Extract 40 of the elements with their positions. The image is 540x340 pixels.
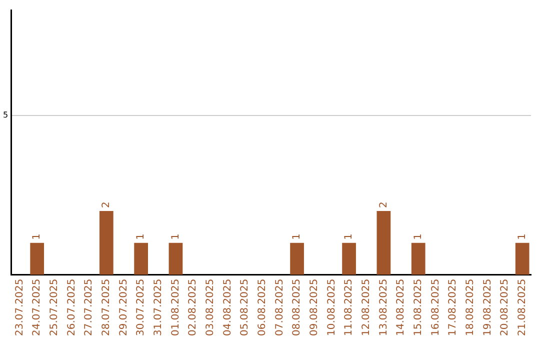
x-tick-label: 13.08.2025 xyxy=(378,278,390,336)
data-label: 2 xyxy=(378,202,390,208)
x-tick-label: 02.08.2025 xyxy=(188,278,199,336)
x-tick-label: 25.07.2025 xyxy=(49,278,60,336)
x-tick-label: 29.07.2025 xyxy=(118,278,130,336)
x-tick-label: 05.08.2025 xyxy=(240,278,251,336)
x-tick-label: 14.08.2025 xyxy=(396,278,407,336)
x-tick-label: 18.08.2025 xyxy=(464,278,476,336)
x-tick-label: 30.07.2025 xyxy=(136,278,147,336)
data-label: 1 xyxy=(32,233,43,240)
x-tick-label: 08.08.2025 xyxy=(292,278,303,336)
data-label: 1 xyxy=(344,233,355,240)
x-tick-label: 12.08.2025 xyxy=(360,278,372,336)
x-tick-label: 06.08.2025 xyxy=(256,278,268,336)
x-tick-label: 07.08.2025 xyxy=(274,278,286,336)
x-tick-label: 26.07.2025 xyxy=(66,278,78,336)
y-tick-label: 5 xyxy=(2,110,8,120)
x-tick-label: 21.08.2025 xyxy=(516,278,528,336)
data-label: 1 xyxy=(412,233,424,240)
x-tick-label: 04.08.2025 xyxy=(222,278,234,336)
x-tick-label: 15.08.2025 xyxy=(412,278,424,336)
x-tick-label: 11.08.2025 xyxy=(344,278,355,336)
data-label: 2 xyxy=(101,202,112,208)
x-tick-label: 01.08.2025 xyxy=(170,278,182,336)
x-tick-label: 31.07.2025 xyxy=(152,278,164,336)
x-tick-label: 09.08.2025 xyxy=(308,278,320,336)
x-tick-label: 28.07.2025 xyxy=(101,278,112,336)
x-tick-label: 20.08.2025 xyxy=(500,278,511,336)
x-tick-label: 27.07.2025 xyxy=(84,278,95,336)
data-label: 1 xyxy=(516,233,528,240)
x-tick-label: 10.08.2025 xyxy=(326,278,338,336)
x-tick-label: 23.07.2025 xyxy=(14,278,26,336)
data-label: 1 xyxy=(170,233,182,240)
x-tick-label: 24.07.2025 xyxy=(32,278,43,336)
x-tick-label: 03.08.2025 xyxy=(204,278,216,336)
data-label: 1 xyxy=(292,233,303,240)
x-tick-label: 17.08.2025 xyxy=(448,278,459,336)
x-tick-label: 16.08.2025 xyxy=(430,278,442,336)
x-tick-label: 19.08.2025 xyxy=(482,278,494,336)
data-label: 1 xyxy=(136,233,147,240)
